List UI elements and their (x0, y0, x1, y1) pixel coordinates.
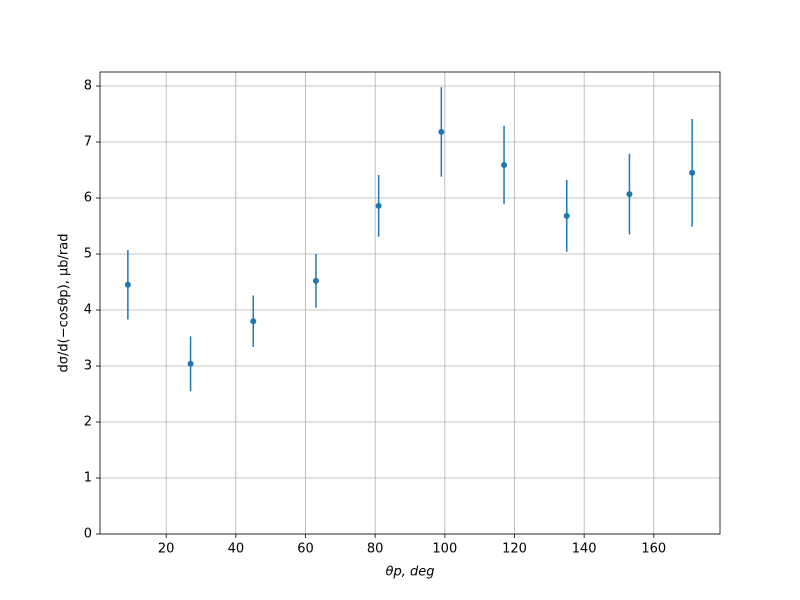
x-tick-label: 60 (297, 542, 314, 557)
x-tick-label: 100 (432, 542, 457, 557)
data-point (124, 281, 131, 288)
y-tick-label: 7 (84, 135, 92, 150)
data-point (438, 128, 445, 135)
y-tick-label: 4 (84, 303, 92, 318)
y-axis-label: dσ/d(−cosθp), μb/rad (57, 234, 72, 373)
y-tick-label: 0 (84, 527, 92, 542)
x-tick-label: 80 (367, 542, 384, 557)
plot-frame (99, 71, 721, 535)
x-tick-label: 140 (572, 542, 597, 557)
y-tick-label: 3 (84, 359, 92, 374)
data-point (312, 277, 319, 284)
y-tick-label: 2 (84, 415, 92, 430)
x-tick-label: 20 (158, 542, 175, 557)
data-point (187, 360, 194, 367)
data-point (563, 212, 570, 219)
y-tick-label: 8 (84, 79, 92, 94)
y-tick-label: 5 (84, 247, 92, 262)
data-point (250, 318, 257, 325)
data-point (375, 202, 382, 209)
data-point (626, 191, 633, 198)
data-point (689, 169, 696, 176)
data-point (501, 161, 508, 168)
y-tick-label: 6 (84, 191, 92, 206)
x-tick-label: 160 (641, 542, 666, 557)
x-tick-label: 40 (228, 542, 245, 557)
x-tick-label: 120 (502, 542, 527, 557)
y-tick-label: 1 (84, 471, 92, 486)
x-axis-label: θp, deg (386, 565, 435, 580)
